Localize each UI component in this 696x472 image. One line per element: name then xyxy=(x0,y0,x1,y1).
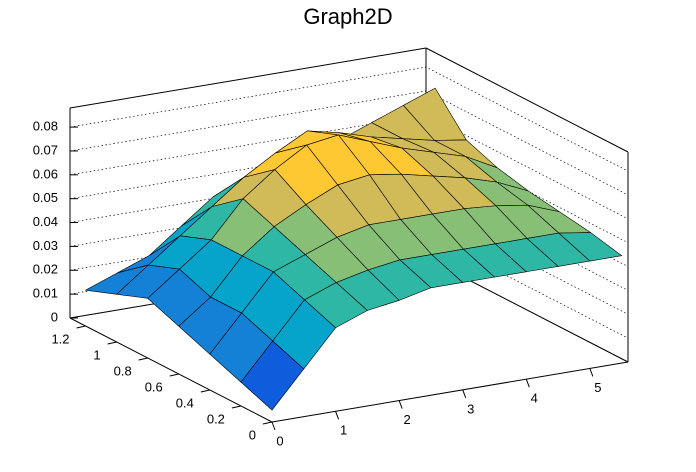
x-tick xyxy=(525,378,530,388)
y-tick-label: 1 xyxy=(93,347,100,362)
x-tick-label: 1 xyxy=(340,423,347,438)
x-tick-label: 0 xyxy=(276,433,283,448)
x-tick-label: 5 xyxy=(594,380,601,395)
y-tick xyxy=(200,389,210,393)
box-edge xyxy=(271,361,629,423)
z-tick-label: 0.03 xyxy=(33,238,58,253)
z-tick-label: 0.07 xyxy=(33,142,58,157)
x-tick-label: 3 xyxy=(467,401,474,416)
x-tick xyxy=(335,411,340,420)
x-tick xyxy=(589,368,594,377)
z-tick-label: 0.05 xyxy=(33,190,58,205)
chart-title: Graph2D xyxy=(303,4,392,29)
x-tick-label: 4 xyxy=(531,391,538,406)
box-edge xyxy=(69,317,273,423)
z-tick-label: 0.04 xyxy=(33,214,58,229)
y-tick xyxy=(138,357,148,361)
grid-line xyxy=(69,90,629,196)
y-tick-label: 0.6 xyxy=(145,379,163,394)
y-tick xyxy=(76,325,86,329)
surface-cell xyxy=(240,340,305,411)
y-tick-label: 0.2 xyxy=(207,411,225,426)
y-tick-label: 0.4 xyxy=(176,395,194,410)
z-tick-label: 0.06 xyxy=(33,166,58,181)
y-tick xyxy=(107,341,117,345)
z-tick-label: 0 xyxy=(51,309,58,324)
z-tick-label: 0.01 xyxy=(33,286,58,301)
x-tick-label: 2 xyxy=(404,412,411,427)
y-tick-label: 1.2 xyxy=(51,331,69,346)
y-tick xyxy=(262,421,273,425)
z-tick-label: 0.08 xyxy=(33,119,58,134)
box-edge xyxy=(69,47,427,109)
x-tick xyxy=(398,400,403,409)
z-tick-label: 0.02 xyxy=(33,262,58,277)
grid-line xyxy=(69,66,629,172)
y-tick-label: 0.8 xyxy=(114,363,132,378)
y-tick xyxy=(169,373,179,377)
box-edge xyxy=(425,47,629,153)
y-tick xyxy=(231,405,242,409)
x-tick xyxy=(271,421,276,431)
x-tick xyxy=(462,389,467,399)
y-tick-label: 0 xyxy=(249,427,256,442)
